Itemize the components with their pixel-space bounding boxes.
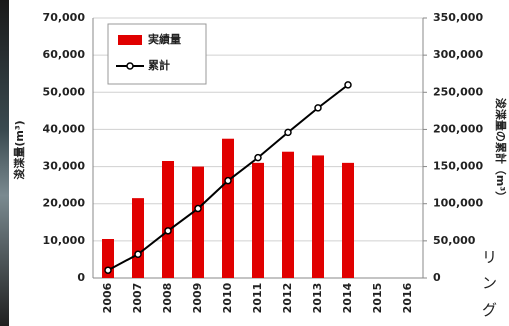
y2-tick-label: 300,000 (433, 48, 483, 61)
x-tick-label: 2008 (161, 283, 174, 314)
y-tick-label: 20,000 (43, 197, 86, 210)
line-marker (164, 227, 172, 235)
legend-label: 累計 (148, 58, 170, 72)
legend-swatch (118, 35, 142, 45)
x-tick-label: 2015 (371, 283, 384, 314)
x-tick-label: 2006 (101, 282, 114, 313)
line-marker (284, 128, 292, 137)
x-tick-label: 2012 (281, 283, 294, 314)
line-marker (194, 204, 202, 213)
y-tick-label: 60,000 (43, 48, 86, 61)
y-tick-label: 40,000 (43, 122, 86, 135)
y2-tick-label: 50,000 (433, 234, 476, 247)
x-tick-label: 2007 (131, 283, 144, 314)
y-tick-label: 0 (77, 271, 85, 284)
line-marker (344, 81, 352, 89)
x-tick-label: 2014 (341, 282, 354, 313)
y-tick-label: 30,000 (43, 160, 86, 173)
bar (132, 198, 144, 278)
legend-label: 実績量 (148, 32, 181, 46)
y2-tick-label: 350,000 (433, 11, 483, 24)
y2-tick-label: 0 (433, 271, 441, 284)
photo-strip (0, 0, 9, 326)
y2-tick-label: 100,000 (433, 197, 483, 210)
legend-marker (126, 62, 134, 70)
line-marker (254, 153, 262, 162)
y2-axis-title: 浚渫量の累計（m³） (494, 98, 508, 202)
legend-box (107, 23, 207, 85)
y2-tick-label: 250,000 (433, 85, 483, 98)
x-tick-label: 2010 (221, 282, 234, 313)
x-tick-label: 2013 (311, 283, 324, 314)
line-marker (224, 176, 232, 185)
x-tick-label: 2016 (401, 282, 414, 313)
side-text: ン (482, 274, 497, 292)
y2-tick-label: 150,000 (433, 160, 483, 173)
bar (312, 155, 324, 278)
bar (162, 161, 174, 278)
bar (192, 166, 204, 278)
line-marker (104, 266, 112, 274)
y-axis-title: 浚渫量(m³) (12, 120, 26, 179)
y-tick-label: 10,000 (43, 234, 86, 247)
y-tick-label: 50,000 (43, 85, 86, 98)
bar (342, 162, 354, 278)
x-tick-label: 2011 (251, 283, 264, 314)
bar (252, 162, 264, 278)
y2-tick-label: 200,000 (433, 122, 483, 135)
x-tick-label: 2009 (191, 283, 204, 314)
side-text: グ (482, 301, 497, 319)
bar (282, 151, 294, 278)
side-text: リ (482, 248, 497, 266)
bar (222, 138, 234, 278)
line-marker (314, 104, 322, 112)
y-tick-label: 70,000 (43, 11, 86, 24)
line-marker (134, 250, 142, 258)
